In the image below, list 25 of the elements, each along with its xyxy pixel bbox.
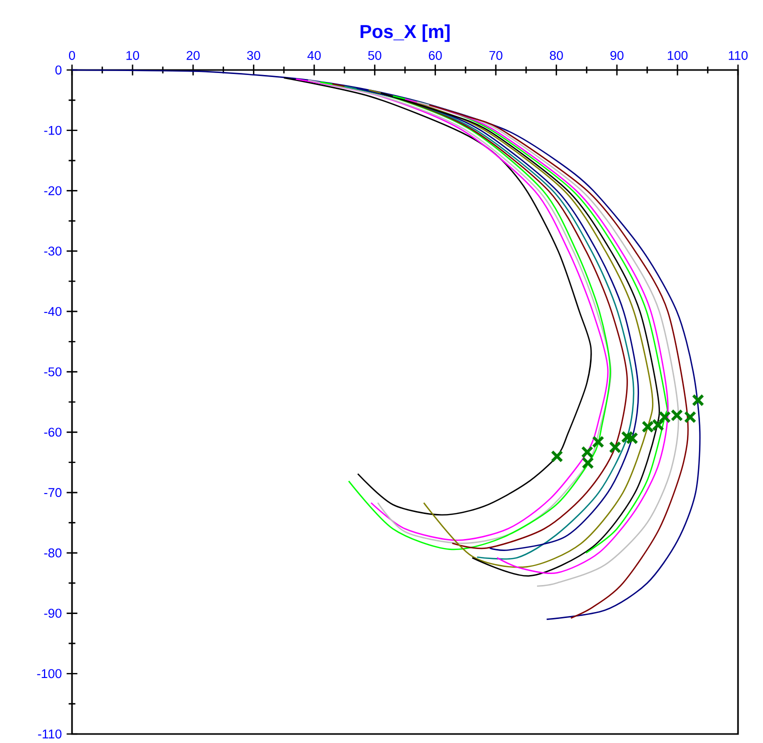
x-tick-label: 100 [668, 50, 688, 60]
y-tick-label: 0 [55, 66, 62, 74]
x-tick-label: 20 [186, 50, 200, 60]
x-tick-label: 70 [489, 50, 502, 60]
x-tick-label: 90 [610, 50, 624, 60]
x-tick-label: 40 [307, 50, 321, 60]
y-tick-label: -90 [44, 608, 62, 618]
y-tick-label: -10 [44, 126, 62, 135]
x-tick-label: 80 [550, 50, 563, 60]
y-tick-label: -50 [44, 367, 62, 376]
x-axis-title: Pos_X [m] [360, 24, 450, 42]
y-tick-label: -30 [44, 246, 62, 256]
x-tick-label: 30 [247, 50, 260, 60]
y-tick-label: -70 [44, 488, 62, 498]
y-tick-label: -40 [44, 306, 62, 316]
y-tick-label: -20 [44, 186, 62, 196]
y-tick-label: -100 [37, 669, 62, 678]
x-tick-label: 50 [368, 50, 382, 60]
x-tick-label: 0 [68, 50, 76, 60]
x-tick-label: 110 [728, 50, 748, 60]
y-tick-label: -110 [38, 730, 62, 738]
y-tick-label: -60 [44, 428, 62, 437]
y-tick-label: -80 [44, 548, 62, 558]
x-tick-label: 60 [428, 50, 442, 60]
x-tick-label: 10 [126, 50, 140, 60]
